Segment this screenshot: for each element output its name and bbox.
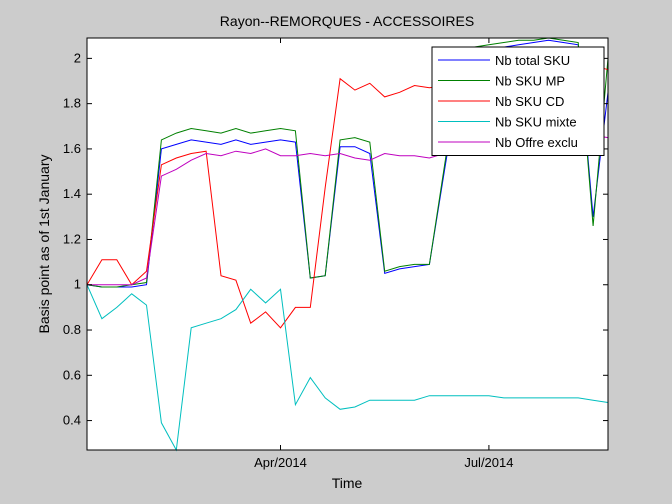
y-axis-title: Basis point as of 1st January: [36, 155, 52, 334]
y-tick-label: 0.4: [63, 413, 81, 428]
x-tick-label: Jul/2014: [464, 455, 513, 470]
series-line-3: [86, 284, 609, 452]
x-tick-label: Apr/2014: [254, 455, 307, 470]
ticks-layer: 0.4 0.6 0.8 1 1.2 1.4 1.6 1.8 2 Apr/2014 Jul/2014: [63, 38, 608, 470]
y-tick-label: 1.8: [63, 96, 81, 111]
y-tick-label: 0.8: [63, 322, 81, 337]
x-axis-title: Time: [332, 475, 363, 491]
legend-label-3: Nb SKU mixte: [495, 115, 577, 130]
series-line-0: [86, 39, 609, 288]
legend: Nb total SKU Nb SKU MP Nb SKU CD Nb SKU mix…: [431, 46, 605, 156]
y-tick-label: 1: [74, 277, 81, 292]
legend-label-0: Nb total SKU: [495, 53, 570, 68]
legend-label-1: Nb SKU MP: [495, 74, 565, 89]
plot-frame: [86, 37, 609, 451]
y-tick-label: 0.6: [63, 367, 81, 382]
y-tick-label: 1.4: [63, 186, 81, 201]
legend-label-4: Nb Offre exclu: [495, 135, 578, 150]
y-tick-label: 1.6: [63, 141, 81, 156]
y-tick-label: 2: [74, 50, 81, 65]
legend-label-2: Nb SKU CD: [495, 94, 564, 109]
chart-title: Rayon--REMORQUES - ACCESSOIRES: [220, 13, 474, 29]
y-tick-label: 1.2: [63, 231, 81, 246]
series-line-1: [86, 37, 609, 288]
